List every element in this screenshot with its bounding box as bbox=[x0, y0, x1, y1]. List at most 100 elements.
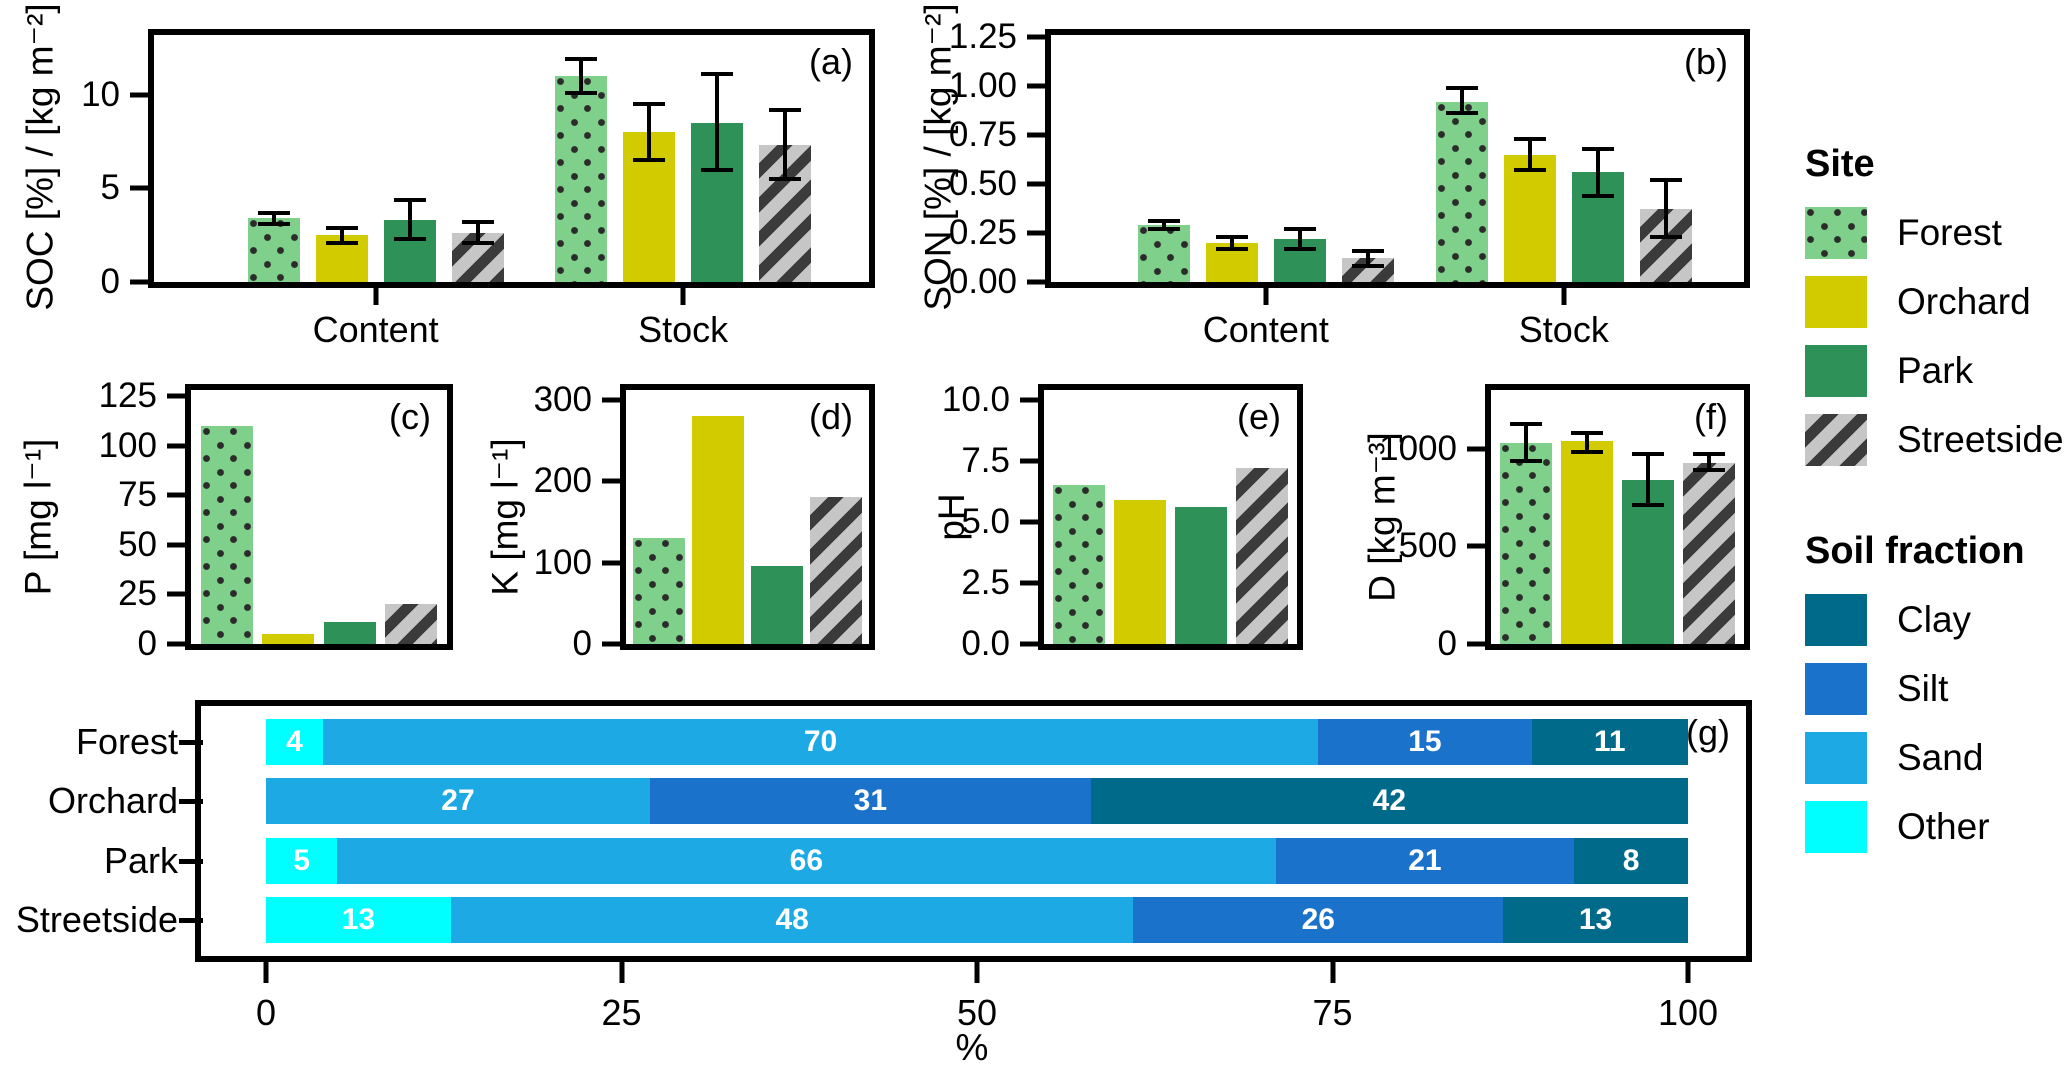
panel-c-ylabel: P [mg l⁻¹] bbox=[17, 438, 59, 596]
x-tick-mark bbox=[619, 962, 624, 983]
panel-g: Forest 4 70 15 11 Orchard 27 31 42 Park 5 66 21 8 Stre… bbox=[16, 700, 1752, 1033]
bar-park bbox=[1622, 390, 1674, 644]
y-tick-mark bbox=[1467, 446, 1491, 452]
error-bar-line bbox=[1707, 454, 1711, 471]
error-bar-line bbox=[1527, 138, 1532, 171]
bar-forest bbox=[247, 35, 300, 282]
sand-color-swatch bbox=[1805, 732, 1867, 784]
segment-value: 15 bbox=[1408, 725, 1442, 759]
segment-value: 11 bbox=[1593, 725, 1626, 759]
error-bar-cap-bottom bbox=[1632, 503, 1664, 508]
legend-label-sand: Sand bbox=[1897, 737, 1984, 778]
row-tick-mark bbox=[179, 740, 203, 746]
error-bar-cap-top bbox=[1649, 178, 1682, 183]
legend-item-streetside: Streetside bbox=[1805, 414, 2064, 466]
error-bar-cap-bottom bbox=[1283, 246, 1316, 251]
error-bar-cap-top bbox=[1510, 422, 1542, 427]
other-color-swatch bbox=[1805, 801, 1867, 853]
panel-g-letter: (g) bbox=[1686, 712, 1730, 753]
bar-fill-forest bbox=[555, 76, 608, 282]
segment-sand: 27 bbox=[266, 778, 650, 825]
panel-b-plot-area: 0.00 0.25 0.50 0.75 1.00 1.25 Content Stock bbox=[949, 17, 1744, 350]
y-tick-label: 10 bbox=[81, 74, 120, 114]
y-tick-mark bbox=[1467, 543, 1491, 549]
x-tick-mark bbox=[1330, 962, 1335, 983]
stacked-row-orchard: Orchard 27 31 42 bbox=[48, 778, 1688, 825]
segment-clay: 13 bbox=[1503, 896, 1688, 943]
bar-streetside bbox=[1683, 390, 1735, 644]
segment-clay: 8 bbox=[1574, 837, 1688, 884]
stacked-row-forest: Forest 4 70 15 11 bbox=[76, 719, 1688, 766]
error-bar-cap-top bbox=[393, 197, 426, 202]
bar-fill-orchard bbox=[1561, 440, 1613, 644]
bar-forest bbox=[633, 390, 685, 644]
site-legend-title: Site bbox=[1805, 143, 1875, 185]
segment-value: 13 bbox=[1578, 902, 1613, 936]
y-tick-label: 5.0 bbox=[961, 501, 1010, 541]
y-tick-label: 1.00 bbox=[948, 65, 1017, 105]
soil-fraction-legend: Soil fraction Clay Silt Sand Other bbox=[1805, 530, 2025, 853]
error-bar-line bbox=[579, 59, 584, 93]
y-tick-mark bbox=[1027, 83, 1051, 89]
panel-c: 0 25 50 75 100 125 (c) bbox=[99, 376, 453, 663]
bar-forest bbox=[1435, 35, 1488, 282]
y-tick-mark bbox=[1020, 519, 1044, 525]
legend-label-clay: Clay bbox=[1897, 599, 1972, 640]
error-bar-cap-top bbox=[1513, 136, 1546, 141]
bar-fill-forest bbox=[1053, 485, 1105, 644]
x-tick-mark bbox=[680, 288, 686, 305]
y-tick-label: 300 bbox=[533, 379, 592, 419]
y-tick-mark bbox=[130, 279, 154, 285]
row-tick-mark bbox=[179, 799, 203, 805]
bar-streetside bbox=[1639, 35, 1692, 282]
legend-item-orchard: Orchard bbox=[1805, 276, 2064, 328]
panel-a-ylabel: SOC [%] / [kg m⁻²] bbox=[19, 3, 61, 311]
error-bar-cap-top bbox=[1445, 85, 1478, 90]
bar-streetside bbox=[810, 390, 862, 644]
bar-fill-orchard bbox=[262, 634, 315, 644]
error-bar-line bbox=[783, 109, 788, 180]
error-bar-cap-top bbox=[1283, 227, 1316, 232]
bar-park bbox=[383, 35, 436, 282]
bar-orchard bbox=[1561, 390, 1613, 644]
y-tick-label: 25 bbox=[118, 574, 157, 614]
legend-item-park: Park bbox=[1805, 345, 2064, 397]
segment-silt: 21 bbox=[1275, 837, 1575, 884]
bar-park bbox=[1175, 390, 1227, 644]
error-bar-cap-bottom bbox=[461, 240, 494, 245]
segment-other: 4 bbox=[266, 719, 323, 766]
x-tick-mark bbox=[974, 962, 980, 983]
y-tick-label: 200 bbox=[533, 461, 592, 501]
stacked-row-streetside: Streetside 13 48 26 13 bbox=[16, 896, 1688, 943]
y-tick-mark bbox=[1027, 132, 1051, 138]
panel-f-plot-area: 0 500 1000 bbox=[1379, 390, 1744, 663]
error-bar-line bbox=[1229, 236, 1234, 249]
y-tick-label: 0.75 bbox=[948, 114, 1017, 154]
y-tick-label: 1000 bbox=[1379, 428, 1457, 468]
error-bar-cap-bottom bbox=[633, 158, 666, 163]
y-tick-label: 5 bbox=[100, 168, 120, 208]
y-tick-mark bbox=[1027, 181, 1051, 187]
legend-label-streetside: Streetside bbox=[1897, 419, 2064, 460]
row-tick-mark bbox=[179, 858, 203, 864]
error-bar-cap-top bbox=[1571, 430, 1603, 435]
bar-row bbox=[1491, 390, 1744, 644]
bar-streetside bbox=[451, 35, 504, 282]
bar-fill-streetside bbox=[1683, 463, 1735, 644]
x-group-label: Stock bbox=[1518, 309, 1609, 350]
error-bar-cap-bottom bbox=[1147, 227, 1180, 232]
bar-fill-forest bbox=[1137, 225, 1190, 282]
park-pattern-swatch bbox=[1805, 345, 1867, 397]
x-tick-mark bbox=[263, 962, 269, 983]
error-bar-cap-top bbox=[325, 225, 358, 230]
error-bar-line bbox=[1161, 221, 1166, 230]
x-tick-label: 50 bbox=[956, 992, 998, 1033]
panel-d-ylabel: K [mg l⁻¹] bbox=[484, 438, 526, 596]
y-tick-mark bbox=[167, 641, 191, 647]
segment-value: 66 bbox=[789, 843, 824, 877]
bar-park bbox=[1273, 35, 1326, 282]
panel-b-letter: (b) bbox=[1684, 41, 1728, 82]
error-bar-cap-bottom bbox=[565, 91, 598, 95]
bar-park bbox=[323, 390, 376, 644]
error-bar-line bbox=[475, 222, 480, 243]
